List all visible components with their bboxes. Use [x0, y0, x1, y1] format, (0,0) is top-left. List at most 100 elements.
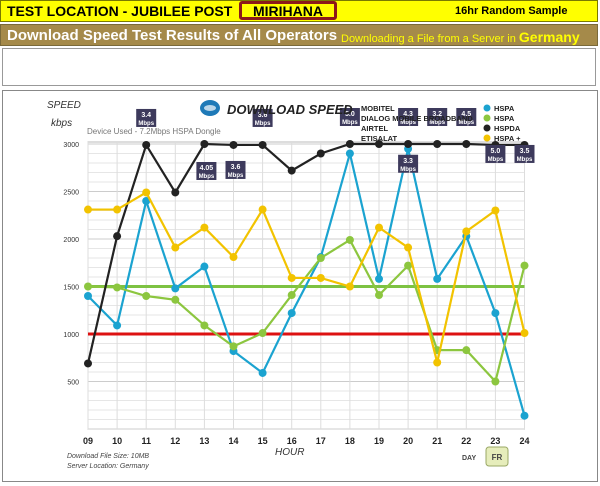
x-tick-label: 17: [316, 436, 326, 446]
x-tick-label: 19: [374, 436, 384, 446]
callout-box: [485, 144, 506, 163]
x-tick-label: 15: [258, 436, 268, 446]
legend-type: HSPDA: [494, 124, 521, 133]
axis-labels: 09 10 11 12 13 14 15 16 17 18 19 20 21 22 23 24 500 1000 1…: [63, 142, 529, 446]
callout-value: 3.4: [141, 112, 151, 119]
y-tick-label: 1000: [63, 332, 79, 339]
results-title: Download Speed Test Results of All Opera…: [7, 27, 338, 44]
server-country: Germany: [518, 29, 580, 45]
callout-value: 3.2: [432, 111, 442, 118]
data-point: [171, 188, 180, 197]
data-point: [316, 149, 325, 158]
blank-panel: [2, 48, 596, 86]
data-point: [84, 205, 92, 214]
speed-callout: 3.5 Mbps: [514, 144, 535, 163]
callout-unit: Mbps: [429, 120, 445, 126]
callout-box: [427, 108, 448, 126]
y-tick-label: 2500: [63, 190, 79, 197]
callout-value: 3.6: [258, 112, 268, 119]
x-tick-label: 16: [287, 436, 297, 446]
chart-legend: MOBITEL HSPA DIALOG MOBILE BROADBAND HSPA AI…: [361, 104, 521, 143]
callout-value: 3.3: [403, 158, 413, 165]
callout-box: [225, 160, 246, 179]
chart-logo: [200, 100, 220, 116]
data-point: [200, 223, 209, 232]
speed-callout: 3.3 Mbps: [398, 154, 419, 173]
data-point: [200, 321, 209, 330]
data-point: [520, 411, 529, 420]
legend-marker: [483, 114, 491, 122]
callout-box: [339, 108, 360, 126]
data-point: [491, 309, 500, 318]
legend-marker: [483, 104, 491, 112]
callout-value: 4.3: [403, 111, 413, 118]
series-line: [87, 238, 526, 384]
legend-operator: MOBITEL: [361, 104, 395, 113]
data-point: [287, 273, 296, 282]
callout-unit: Mbps: [458, 120, 474, 126]
data-point: [462, 346, 471, 355]
data-point: [404, 140, 413, 148]
series-line: [87, 148, 526, 417]
data-point: [287, 291, 296, 300]
data-point: [142, 188, 151, 197]
callout-unit: Mbps: [255, 121, 271, 127]
data-point: [462, 227, 471, 236]
data-point: [433, 358, 442, 367]
data-point: [375, 291, 383, 300]
sample-label: 16hr Random Sample: [455, 5, 568, 17]
x-tick-label: 18: [345, 436, 355, 446]
callout-unit: Mbps: [199, 174, 215, 180]
speed-callout: 3.2 Mbps: [427, 108, 448, 126]
data-point: [433, 140, 442, 148]
callout-box: [514, 144, 535, 163]
data-point: [404, 261, 413, 270]
download-source-prefix: Downloading a File from a Server in: [341, 33, 516, 45]
data-point: [84, 282, 92, 291]
speed-callout: 4.05 Mbps: [196, 162, 217, 180]
y-tick-label: 3000: [63, 142, 79, 149]
x-tick-label: 14: [228, 436, 238, 446]
data-point: [258, 140, 267, 149]
location-header-bar: TEST LOCATION - JUBILEE POST MIRIHANA 16…: [0, 0, 598, 22]
chart-panel: 09 10 11 12 13 14 15 16 17 18 19 20 21 22 23 24 500 1000 1…: [2, 90, 598, 482]
day-value: FR: [492, 453, 503, 462]
data-point: [316, 254, 325, 262]
y-tick-label: 1500: [63, 285, 79, 292]
legend-operator: AIRTEL: [361, 124, 389, 133]
data-point: [142, 197, 151, 205]
series-lines: [84, 140, 529, 420]
data-point: [345, 235, 354, 244]
data-point: [113, 283, 122, 292]
data-point: [171, 243, 180, 252]
callout-unit: Mbps: [342, 120, 358, 126]
callout-box: [398, 108, 419, 126]
callout-unit: Mbps: [400, 167, 416, 173]
chart-title: DOWNLOAD SPEED: [227, 102, 353, 117]
data-point: [520, 329, 529, 338]
data-point: [345, 149, 354, 158]
speed-callouts: 3.4 Mbps 4.05 Mbps 3.6 Mbps 3.6 Mbps 5.0 Mbps 4.3 M…: [136, 108, 535, 180]
x-tick-label: 09: [83, 436, 93, 446]
data-point: [287, 309, 296, 318]
y-tick-label: 500: [67, 380, 79, 387]
results-header-bar: Download Speed Test Results of All Opera…: [0, 24, 598, 46]
y-tick-label: 2000: [63, 237, 79, 244]
data-point: [258, 329, 267, 338]
callout-value: 5.0: [491, 148, 501, 155]
x-tick-label: 12: [170, 436, 180, 446]
file-size-text: Download File Size: 10MB: [67, 453, 149, 460]
data-point: [433, 274, 442, 283]
x-tick-label: 10: [112, 436, 122, 446]
x-tick-label: 24: [519, 436, 529, 446]
server-location-text: Server Location: Germany: [67, 463, 149, 470]
legend-marker: [483, 124, 491, 132]
callout-box: [136, 108, 157, 127]
data-point: [171, 284, 180, 293]
legend-type: HSPA: [494, 114, 515, 123]
data-point: [258, 205, 267, 214]
data-point: [375, 140, 383, 148]
x-tick-label: 22: [461, 436, 471, 446]
callout-unit: Mbps: [517, 157, 533, 163]
callout-unit: Mbps: [400, 120, 416, 126]
